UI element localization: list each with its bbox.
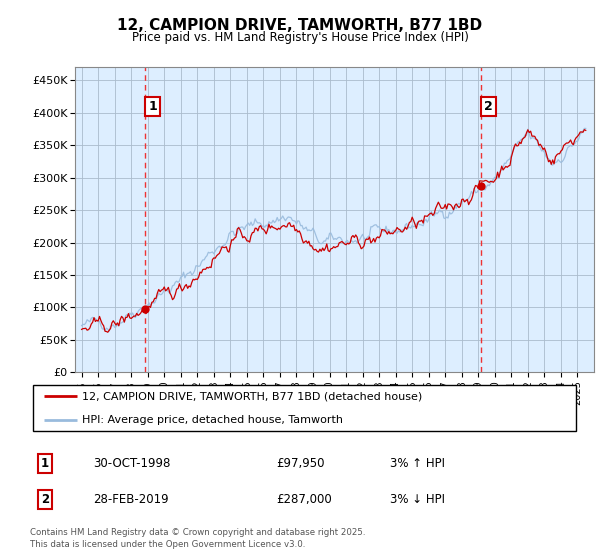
Text: 1: 1: [41, 457, 49, 470]
Text: Contains HM Land Registry data © Crown copyright and database right 2025.
This d: Contains HM Land Registry data © Crown c…: [30, 528, 365, 549]
Text: 1: 1: [148, 100, 157, 113]
Text: 28-FEB-2019: 28-FEB-2019: [93, 493, 169, 506]
Text: 2: 2: [484, 100, 493, 113]
Text: HPI: Average price, detached house, Tamworth: HPI: Average price, detached house, Tamw…: [82, 415, 343, 425]
Text: 12, CAMPION DRIVE, TAMWORTH, B77 1BD: 12, CAMPION DRIVE, TAMWORTH, B77 1BD: [118, 18, 482, 33]
Text: 3% ↓ HPI: 3% ↓ HPI: [390, 493, 445, 506]
Text: £287,000: £287,000: [276, 493, 332, 506]
Text: 12, CAMPION DRIVE, TAMWORTH, B77 1BD (detached house): 12, CAMPION DRIVE, TAMWORTH, B77 1BD (de…: [82, 391, 422, 402]
Text: £97,950: £97,950: [276, 457, 325, 470]
Text: 2: 2: [41, 493, 49, 506]
Text: 30-OCT-1998: 30-OCT-1998: [93, 457, 170, 470]
Text: 3% ↑ HPI: 3% ↑ HPI: [390, 457, 445, 470]
Text: Price paid vs. HM Land Registry's House Price Index (HPI): Price paid vs. HM Land Registry's House …: [131, 31, 469, 44]
